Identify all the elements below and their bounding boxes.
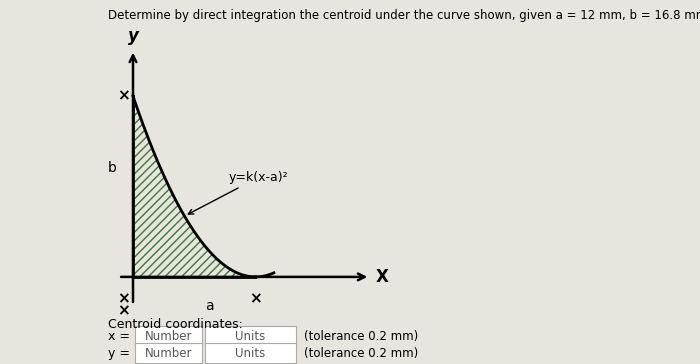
Text: y =: y = <box>108 347 130 360</box>
Text: Centroid coordinates:: Centroid coordinates: <box>108 318 244 332</box>
Text: Number: Number <box>145 330 192 343</box>
Text: Units: Units <box>235 347 266 360</box>
Text: (tolerance 0.2 mm): (tolerance 0.2 mm) <box>304 347 419 360</box>
Text: y: y <box>127 27 139 45</box>
Text: ×: × <box>117 291 130 306</box>
Text: (tolerance 0.2 mm): (tolerance 0.2 mm) <box>304 330 419 343</box>
Text: ×: × <box>249 291 262 306</box>
Text: b: b <box>108 161 117 175</box>
Text: Units: Units <box>235 330 266 343</box>
Text: a: a <box>204 298 214 313</box>
Text: X: X <box>375 268 389 286</box>
Text: x =: x = <box>108 330 130 343</box>
Text: Number: Number <box>145 347 192 360</box>
Text: ×: × <box>117 88 130 103</box>
Text: y=k(x-a)²: y=k(x-a)² <box>188 171 288 214</box>
Text: ×: × <box>117 303 130 318</box>
Text: Determine by direct integration the centroid under the curve shown, given a = 12: Determine by direct integration the cent… <box>108 9 700 22</box>
